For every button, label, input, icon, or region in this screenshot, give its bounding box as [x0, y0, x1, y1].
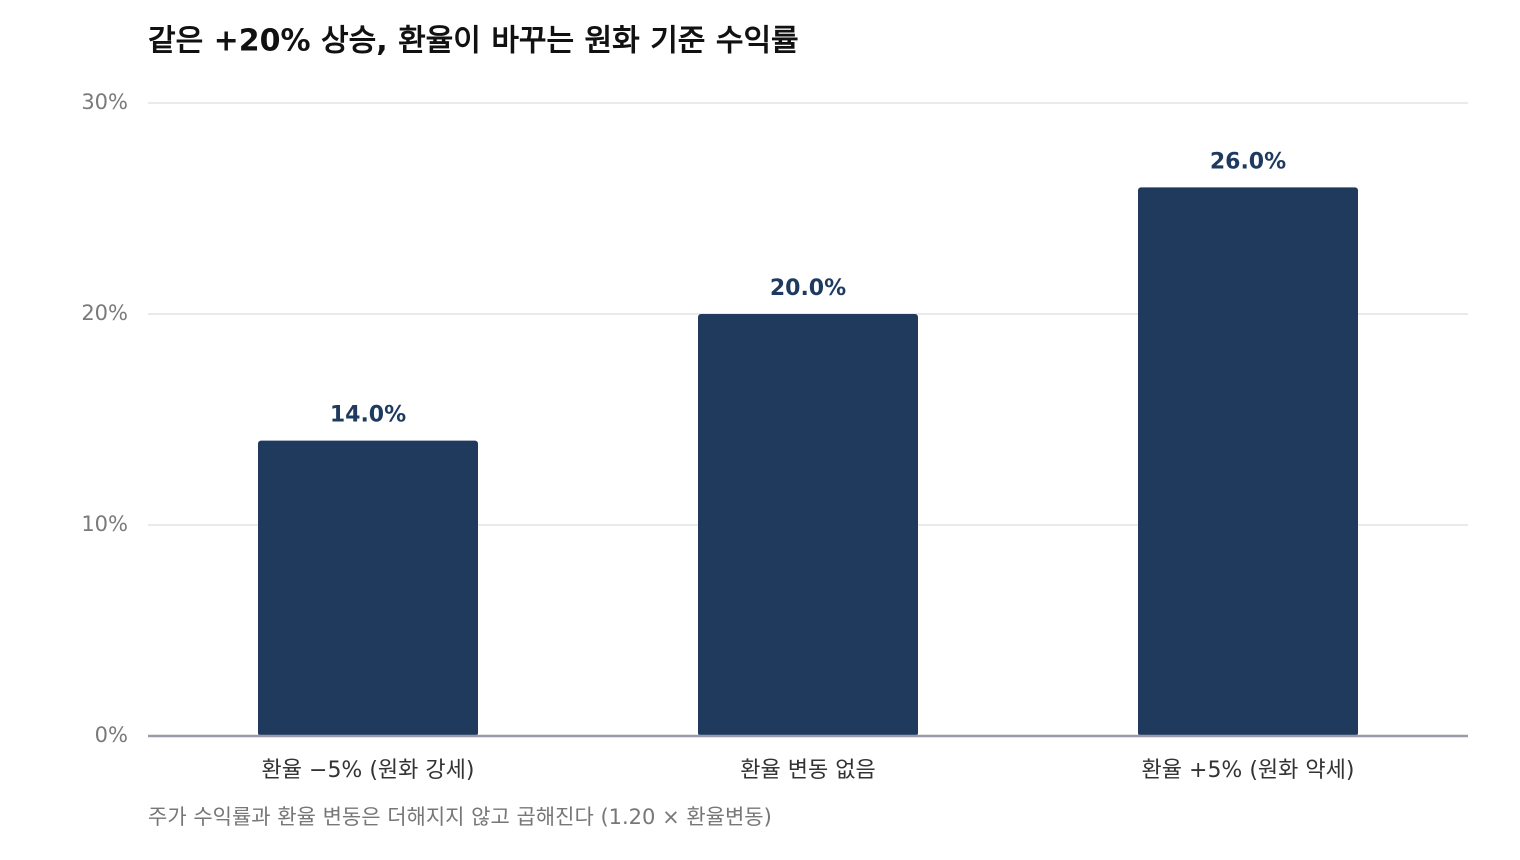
chart-title: 같은 +20% 상승, 환율이 바꾸는 원화 기준 수익률: [148, 24, 799, 59]
bar: [698, 314, 918, 736]
bar: [1138, 187, 1358, 736]
chart-note: 주가 수익률과 환율 변동은 더해지지 않고 곱해진다 (1.20 × 환율변동…: [148, 805, 772, 829]
y-tick-label: 0%: [95, 723, 128, 747]
value-label: 14.0%: [330, 403, 406, 428]
value-label: 26.0%: [1210, 149, 1286, 174]
y-tick-label: 20%: [81, 301, 128, 325]
y-tick-label: 10%: [81, 512, 128, 536]
value-label: 20.0%: [770, 276, 846, 301]
bar: [258, 440, 478, 736]
y-tick-label: 30%: [81, 90, 128, 114]
x-tick-label: 환율 변동 없음: [740, 758, 875, 783]
x-tick-label: 환율 −5% (원화 강세): [262, 758, 475, 783]
x-tick-label: 환율 +5% (원화 약세): [1142, 758, 1355, 783]
